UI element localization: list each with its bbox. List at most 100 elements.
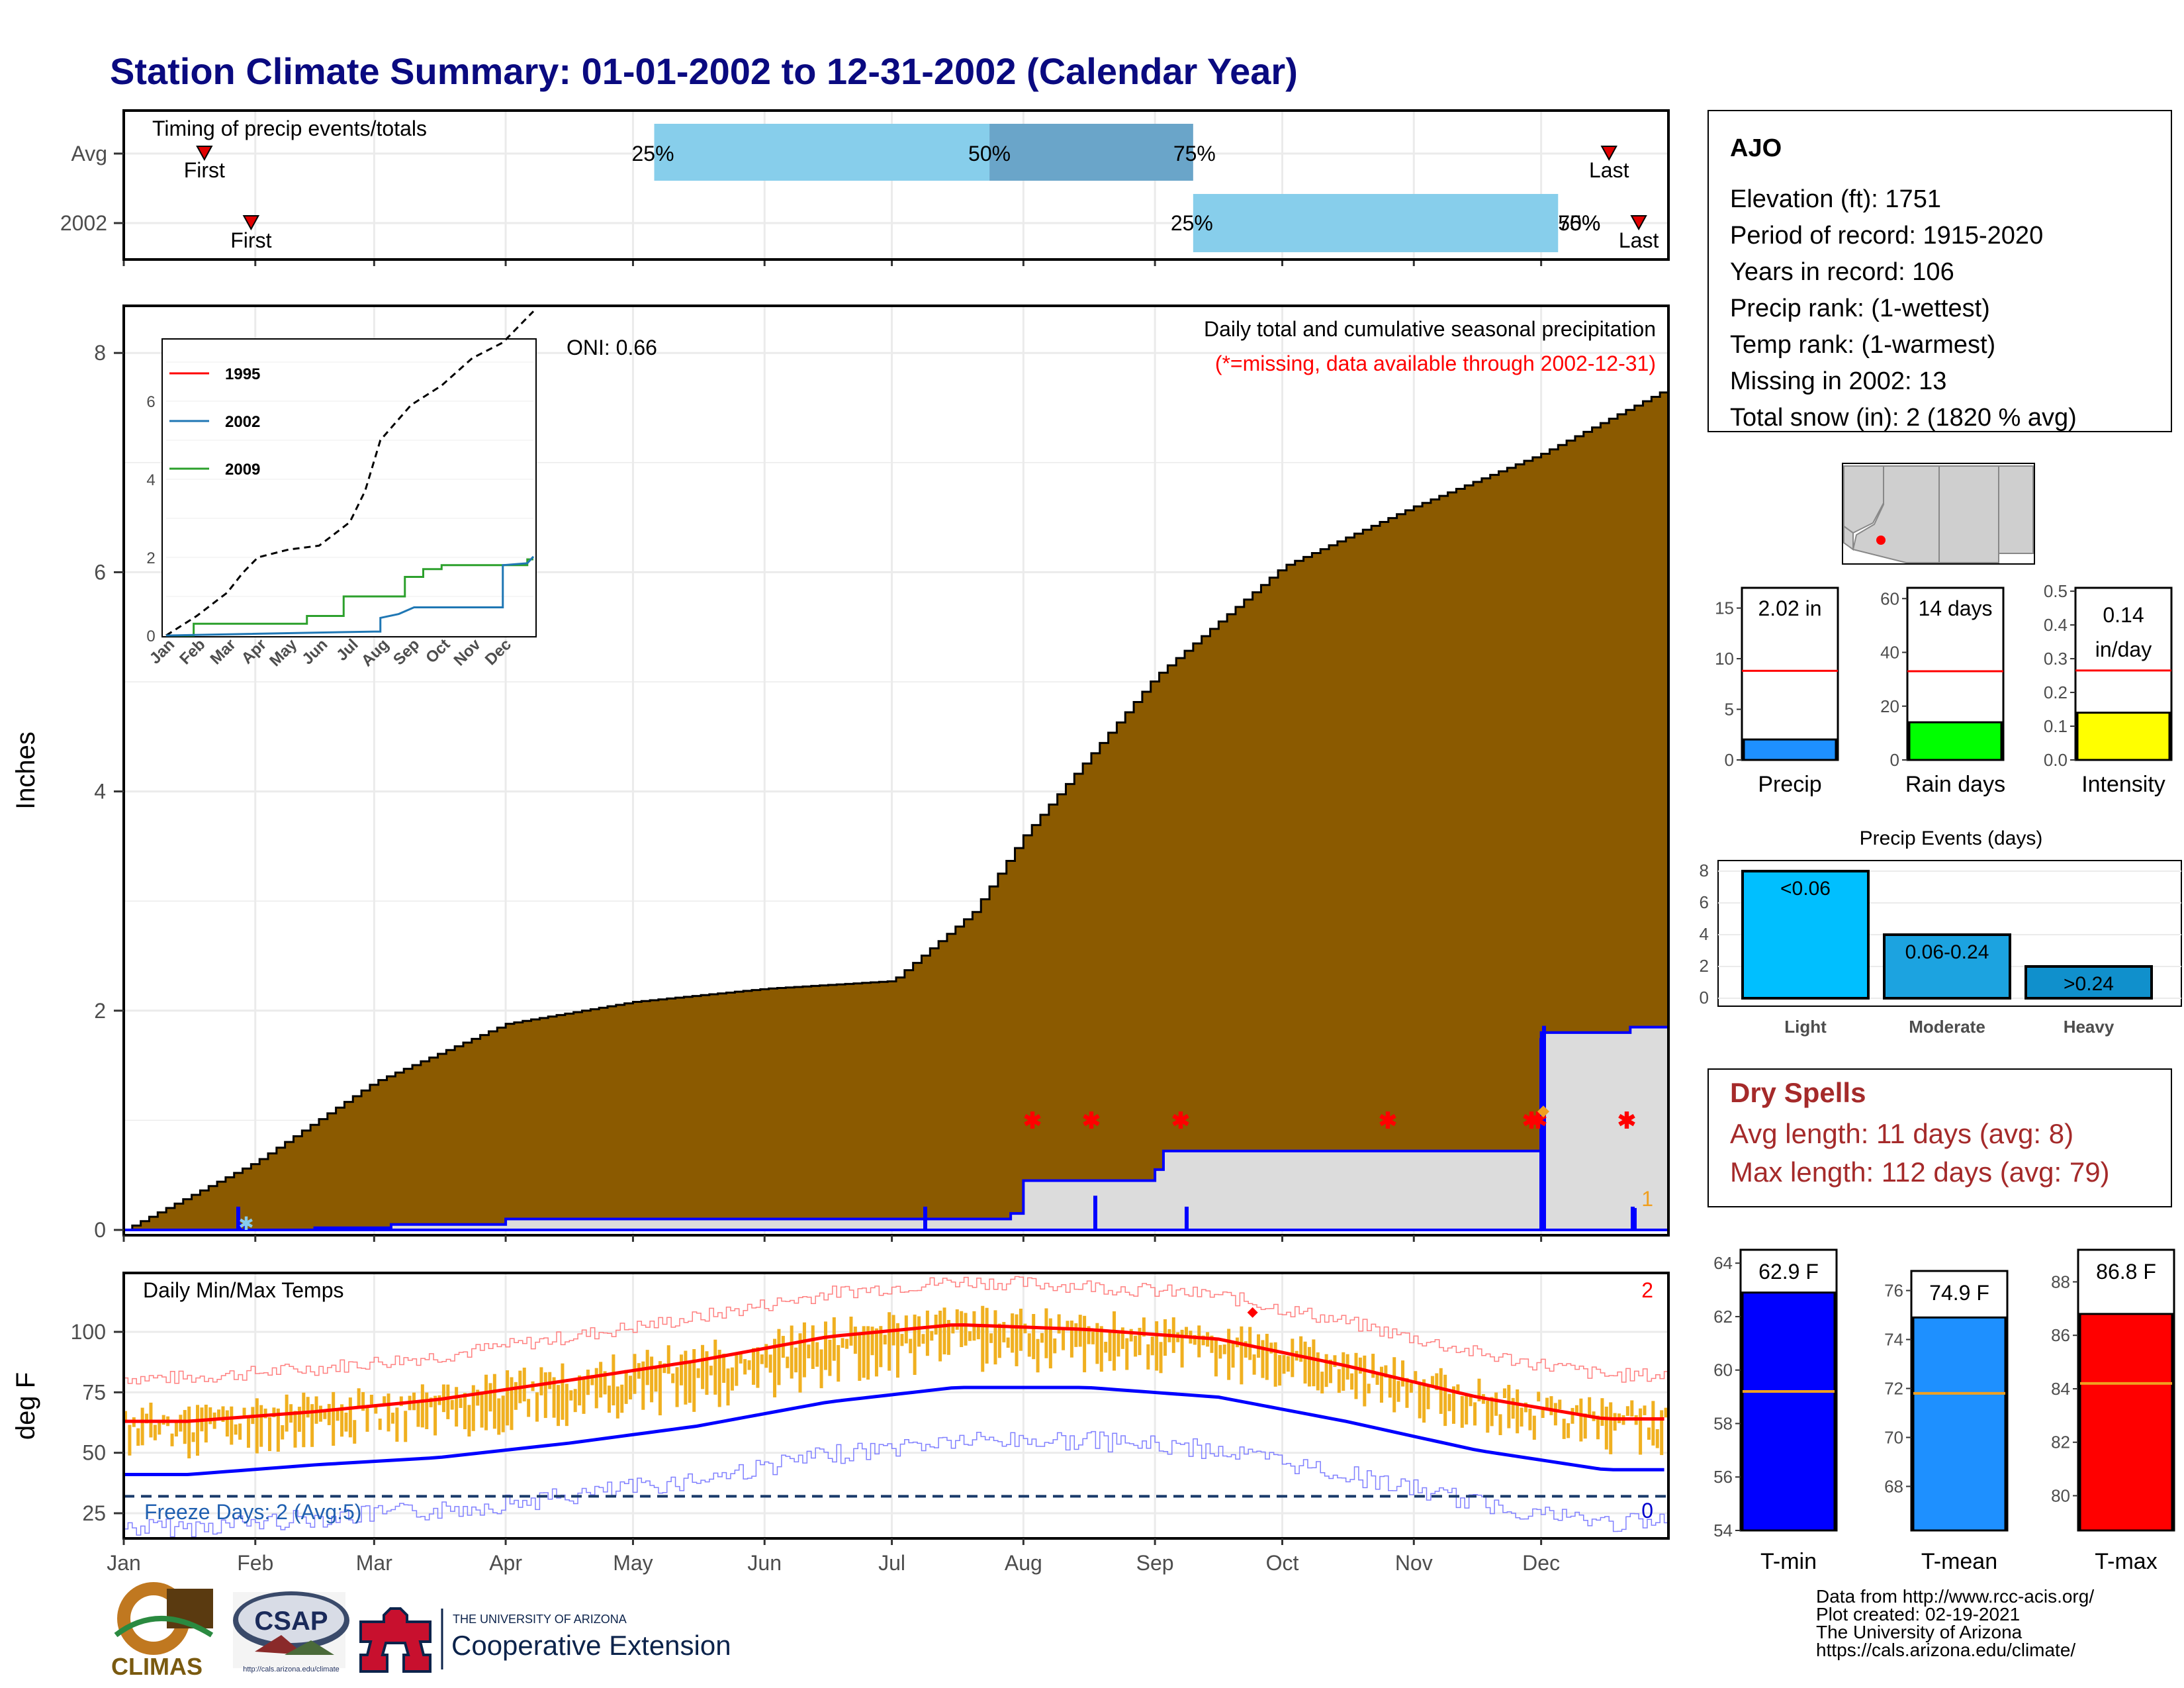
locator-map — [1842, 463, 2035, 565]
daily-temp-bar — [395, 1407, 399, 1442]
daily-temp-bar — [429, 1397, 433, 1407]
daily-temp-bar — [964, 1313, 968, 1346]
precip-ytick-label: 8 — [94, 341, 106, 365]
tmin-ytick-label: 54 — [1713, 1521, 1733, 1540]
daily-temp-bar — [1375, 1372, 1379, 1385]
daily-temp-bar — [976, 1327, 980, 1340]
daily-precip-spike — [244, 1223, 248, 1229]
daily-temp-bar — [633, 1354, 637, 1394]
events-bar-label: >0.24 — [2064, 973, 2114, 995]
inset-ytick-label: 0 — [146, 628, 155, 645]
daily-temp-bar — [455, 1387, 459, 1427]
intensity-ytick-label: 0.5 — [2044, 581, 2068, 601]
daily-temp-bar — [1430, 1376, 1434, 1386]
daily-temp-bar — [781, 1336, 785, 1358]
daily-precip-spike — [1631, 1207, 1637, 1230]
daily-temp-bar — [565, 1383, 569, 1427]
daily-temp-bar — [1032, 1314, 1036, 1360]
month-label: Jan — [107, 1551, 141, 1575]
events-category-label: Light — [1784, 1017, 1827, 1037]
daily-temp-bar — [1002, 1322, 1006, 1342]
daily-precip-spike — [923, 1206, 927, 1229]
csap-logo: CSAP http://cals.arizona.edu/climate — [233, 1591, 349, 1673]
daily-temp-bar — [484, 1374, 488, 1430]
daily-temp-bar — [1027, 1333, 1031, 1357]
daily-temp-bar — [684, 1350, 688, 1405]
daily-temp-bar — [467, 1405, 471, 1437]
daily-temp-bar — [357, 1388, 361, 1409]
daily-temp-bar — [327, 1403, 331, 1425]
daily-temp-bar — [989, 1333, 993, 1343]
intensity-ytick-label: 0.2 — [2044, 682, 2068, 702]
daily-temp-bar — [1490, 1397, 1494, 1427]
daily-temp-bar — [717, 1350, 721, 1407]
precip-events-chart: Precip Events (days) 0 2 4 6 8 <0.06 Light 0.06… — [1700, 827, 2182, 1037]
daily-temp-bar — [807, 1344, 811, 1358]
daily-temp-bar — [615, 1386, 619, 1419]
daily-temp-bar — [1477, 1378, 1481, 1401]
daily-temp-bar — [293, 1411, 297, 1448]
daily-temp-bar — [476, 1389, 480, 1406]
daily-temp-bar — [471, 1385, 475, 1431]
precip-ytick-label: 6 — [94, 560, 106, 584]
rain-days-value-label: 14 days — [1918, 596, 1992, 620]
rain-days-axis-label: Rain days — [1905, 772, 2005, 797]
daily-temp-bar — [756, 1347, 760, 1388]
daily-temp-bar — [1435, 1373, 1439, 1390]
daily-temp-bar — [578, 1375, 582, 1406]
daily-temp-bar — [1244, 1341, 1248, 1358]
missing-day-marker: ✱ — [1171, 1108, 1191, 1133]
daily-temp-bar — [272, 1407, 276, 1417]
daily-temp-bar — [420, 1384, 424, 1428]
month-label: Mar — [356, 1551, 392, 1575]
daily-temp-bar — [1549, 1396, 1553, 1415]
inset-legend-label: 2002 — [225, 413, 260, 431]
precip-subtitle: Daily total and cumulative seasonal prec… — [1204, 317, 1656, 341]
intensity-axis-label: Intensity — [2081, 772, 2165, 797]
avg-q25-q50-bar — [654, 124, 990, 181]
missing-day-marker: ✱ — [1082, 1108, 1101, 1133]
daily-temp-bar — [1396, 1381, 1400, 1402]
daily-temp-bar — [344, 1412, 348, 1432]
avg-first-marker — [196, 146, 213, 162]
month-label: Feb — [237, 1551, 273, 1575]
station-info-line: Elevation (ft): 1751 — [1730, 185, 1941, 213]
daily-temp-bar — [1516, 1389, 1520, 1434]
daily-temp-bar — [985, 1307, 989, 1364]
daily-temp-bar — [1379, 1366, 1383, 1403]
daily-temp-bar — [1596, 1415, 1600, 1440]
daily-temp-bar — [1651, 1401, 1655, 1446]
rain-days-bar — [1908, 721, 2003, 761]
temps-ylabel: deg F — [11, 1372, 40, 1440]
daily-temp-bar — [1647, 1427, 1651, 1440]
daily-temp-bar — [692, 1349, 696, 1412]
daily-temp-bar — [276, 1408, 280, 1452]
daily-temp-bar — [1498, 1414, 1502, 1436]
daily-temp-bar — [1562, 1419, 1566, 1439]
daily-temp-bar — [675, 1367, 679, 1407]
precip-ytick-label: 10 — [1715, 649, 1734, 669]
daily-temp-bar — [136, 1428, 140, 1446]
avg-last-marker — [1600, 146, 1617, 162]
tmax-ytick-label: 84 — [2051, 1379, 2070, 1399]
inset-series-2002 — [165, 555, 535, 637]
daily-temp-bar — [1159, 1342, 1163, 1374]
intensity-value-label: 0.14 — [2103, 603, 2144, 627]
csap-text: CSAP — [254, 1607, 328, 1636]
daily-temp-bar — [1057, 1314, 1061, 1334]
daily-temp-bar — [1125, 1338, 1129, 1370]
daily-temp-bar — [378, 1418, 382, 1430]
daily-temp-bar — [790, 1325, 794, 1379]
daily-temp-bar — [365, 1405, 369, 1432]
daily-temp-bar — [1278, 1354, 1282, 1386]
month-label: Nov — [1395, 1551, 1433, 1575]
precip-axis-label: Precip — [1758, 772, 1821, 797]
daily-precip-spike — [355, 1229, 359, 1231]
daily-temp-bar — [1511, 1397, 1515, 1419]
daily-temp-bar — [654, 1366, 658, 1392]
daily-temp-bar — [1036, 1338, 1040, 1373]
daily-temp-bar — [1367, 1383, 1371, 1393]
daily-temp-bar — [946, 1320, 950, 1355]
daily-temp-bar — [404, 1411, 408, 1442]
